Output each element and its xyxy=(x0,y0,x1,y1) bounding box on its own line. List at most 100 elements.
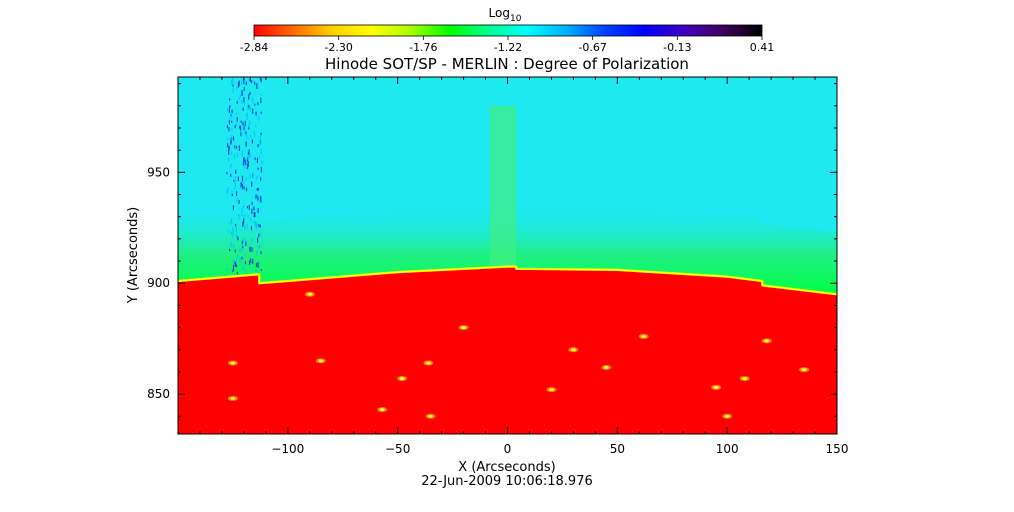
noise-speck xyxy=(231,127,233,130)
noise-speck xyxy=(242,265,244,270)
noise-speck xyxy=(234,187,236,190)
noise-speck xyxy=(243,205,245,208)
noise-speck xyxy=(241,150,243,157)
noise-speck xyxy=(237,254,239,258)
noise-speck xyxy=(249,91,251,95)
noise-speck xyxy=(248,123,250,128)
noise-speck xyxy=(252,173,254,179)
noise-speck xyxy=(251,79,253,84)
noise-speck xyxy=(238,248,240,252)
noise-speck xyxy=(234,145,236,149)
noise-speck xyxy=(244,120,246,127)
axes: −100 −50 0 50 100 150 850 900 950 xyxy=(147,77,848,456)
noise-speck xyxy=(244,163,246,169)
x-axis-label: X (Arcseconds) xyxy=(458,460,555,475)
noise-speck xyxy=(248,96,250,100)
noise-speck xyxy=(243,125,245,130)
noise-speck xyxy=(235,234,238,239)
noise-speck xyxy=(258,233,260,238)
noise-speck xyxy=(260,177,262,181)
noise-speck xyxy=(228,108,230,113)
noise-speck xyxy=(232,265,235,271)
noise-speck xyxy=(232,84,234,87)
noise-speck xyxy=(248,93,250,97)
colorbar-tick-label: -0.13 xyxy=(663,41,691,54)
noise-speck xyxy=(246,112,248,116)
noise-speck xyxy=(250,218,252,222)
noise-speck xyxy=(256,157,258,163)
noise-speck xyxy=(252,108,254,114)
noise-speck xyxy=(260,111,262,114)
limb-line xyxy=(178,265,837,296)
noise-speck xyxy=(257,187,259,191)
noise-speck xyxy=(238,80,240,87)
noise-speck xyxy=(243,237,245,243)
noise-speck xyxy=(255,194,257,199)
bright-point xyxy=(425,413,436,419)
noise-speck xyxy=(255,269,257,272)
noise-speck xyxy=(231,79,233,85)
noise-speck xyxy=(227,187,229,192)
central-plume xyxy=(489,105,517,266)
noise-speck xyxy=(253,131,256,138)
bright-point xyxy=(761,338,772,344)
noise-speck xyxy=(227,137,229,140)
noise-speck xyxy=(248,204,250,210)
noise-speck xyxy=(260,78,262,83)
noise-speck xyxy=(251,139,253,144)
noise-speck xyxy=(238,214,240,220)
noise-speck xyxy=(231,109,233,114)
noise-speck xyxy=(259,77,261,81)
x-tick-label: 0 xyxy=(504,442,512,456)
noise-speck xyxy=(228,149,230,155)
noise-speck xyxy=(232,77,234,84)
noise-speck xyxy=(260,132,262,136)
noise-speck xyxy=(259,141,261,146)
noise-speck xyxy=(245,187,248,192)
noise-speck xyxy=(243,78,245,85)
noise-speck xyxy=(229,221,231,225)
noise-speck xyxy=(240,120,242,123)
noise-speck xyxy=(247,105,249,110)
noise-speck xyxy=(226,189,228,195)
noise-speck xyxy=(226,267,228,271)
noise-speck xyxy=(236,271,238,274)
noise-speck xyxy=(248,105,250,110)
noise-speck xyxy=(253,220,255,224)
noise-speck xyxy=(257,208,259,214)
x-tick-label: −100 xyxy=(271,442,304,456)
noise-speck xyxy=(232,86,234,93)
bright-point xyxy=(739,376,750,382)
noise-speck xyxy=(256,175,258,180)
noise-speck xyxy=(237,236,239,241)
date-label: 22-Jun-2009 10:06:18.976 xyxy=(421,474,593,489)
noise-speck xyxy=(243,218,245,225)
noise-speck xyxy=(230,165,232,168)
noise-speck xyxy=(241,256,243,260)
noise-speck xyxy=(258,155,260,160)
noise-speck xyxy=(242,258,244,261)
noise-speck xyxy=(249,174,251,180)
noise-speck xyxy=(238,97,240,101)
y-tick-label: 850 xyxy=(147,387,170,401)
noise-speck xyxy=(257,167,259,171)
noise-speck xyxy=(232,205,234,211)
bright-point xyxy=(799,367,810,373)
noise-speck xyxy=(244,128,246,134)
colorbar-tick-label: -2.30 xyxy=(324,41,352,54)
noise-speck xyxy=(237,82,240,88)
noise-speck xyxy=(245,177,247,182)
noise-speck xyxy=(233,180,235,183)
noise-speck xyxy=(236,117,238,122)
noise-speck xyxy=(235,264,238,268)
noise-speck xyxy=(236,145,238,149)
noise-speck xyxy=(260,167,262,173)
noise-speck xyxy=(248,149,250,156)
noise-speck xyxy=(234,178,237,182)
y-tick-label: 950 xyxy=(147,165,170,179)
noise-speck xyxy=(242,163,244,166)
noise-speck xyxy=(253,212,255,218)
noise-speck xyxy=(232,232,234,237)
bright-point xyxy=(397,376,408,382)
